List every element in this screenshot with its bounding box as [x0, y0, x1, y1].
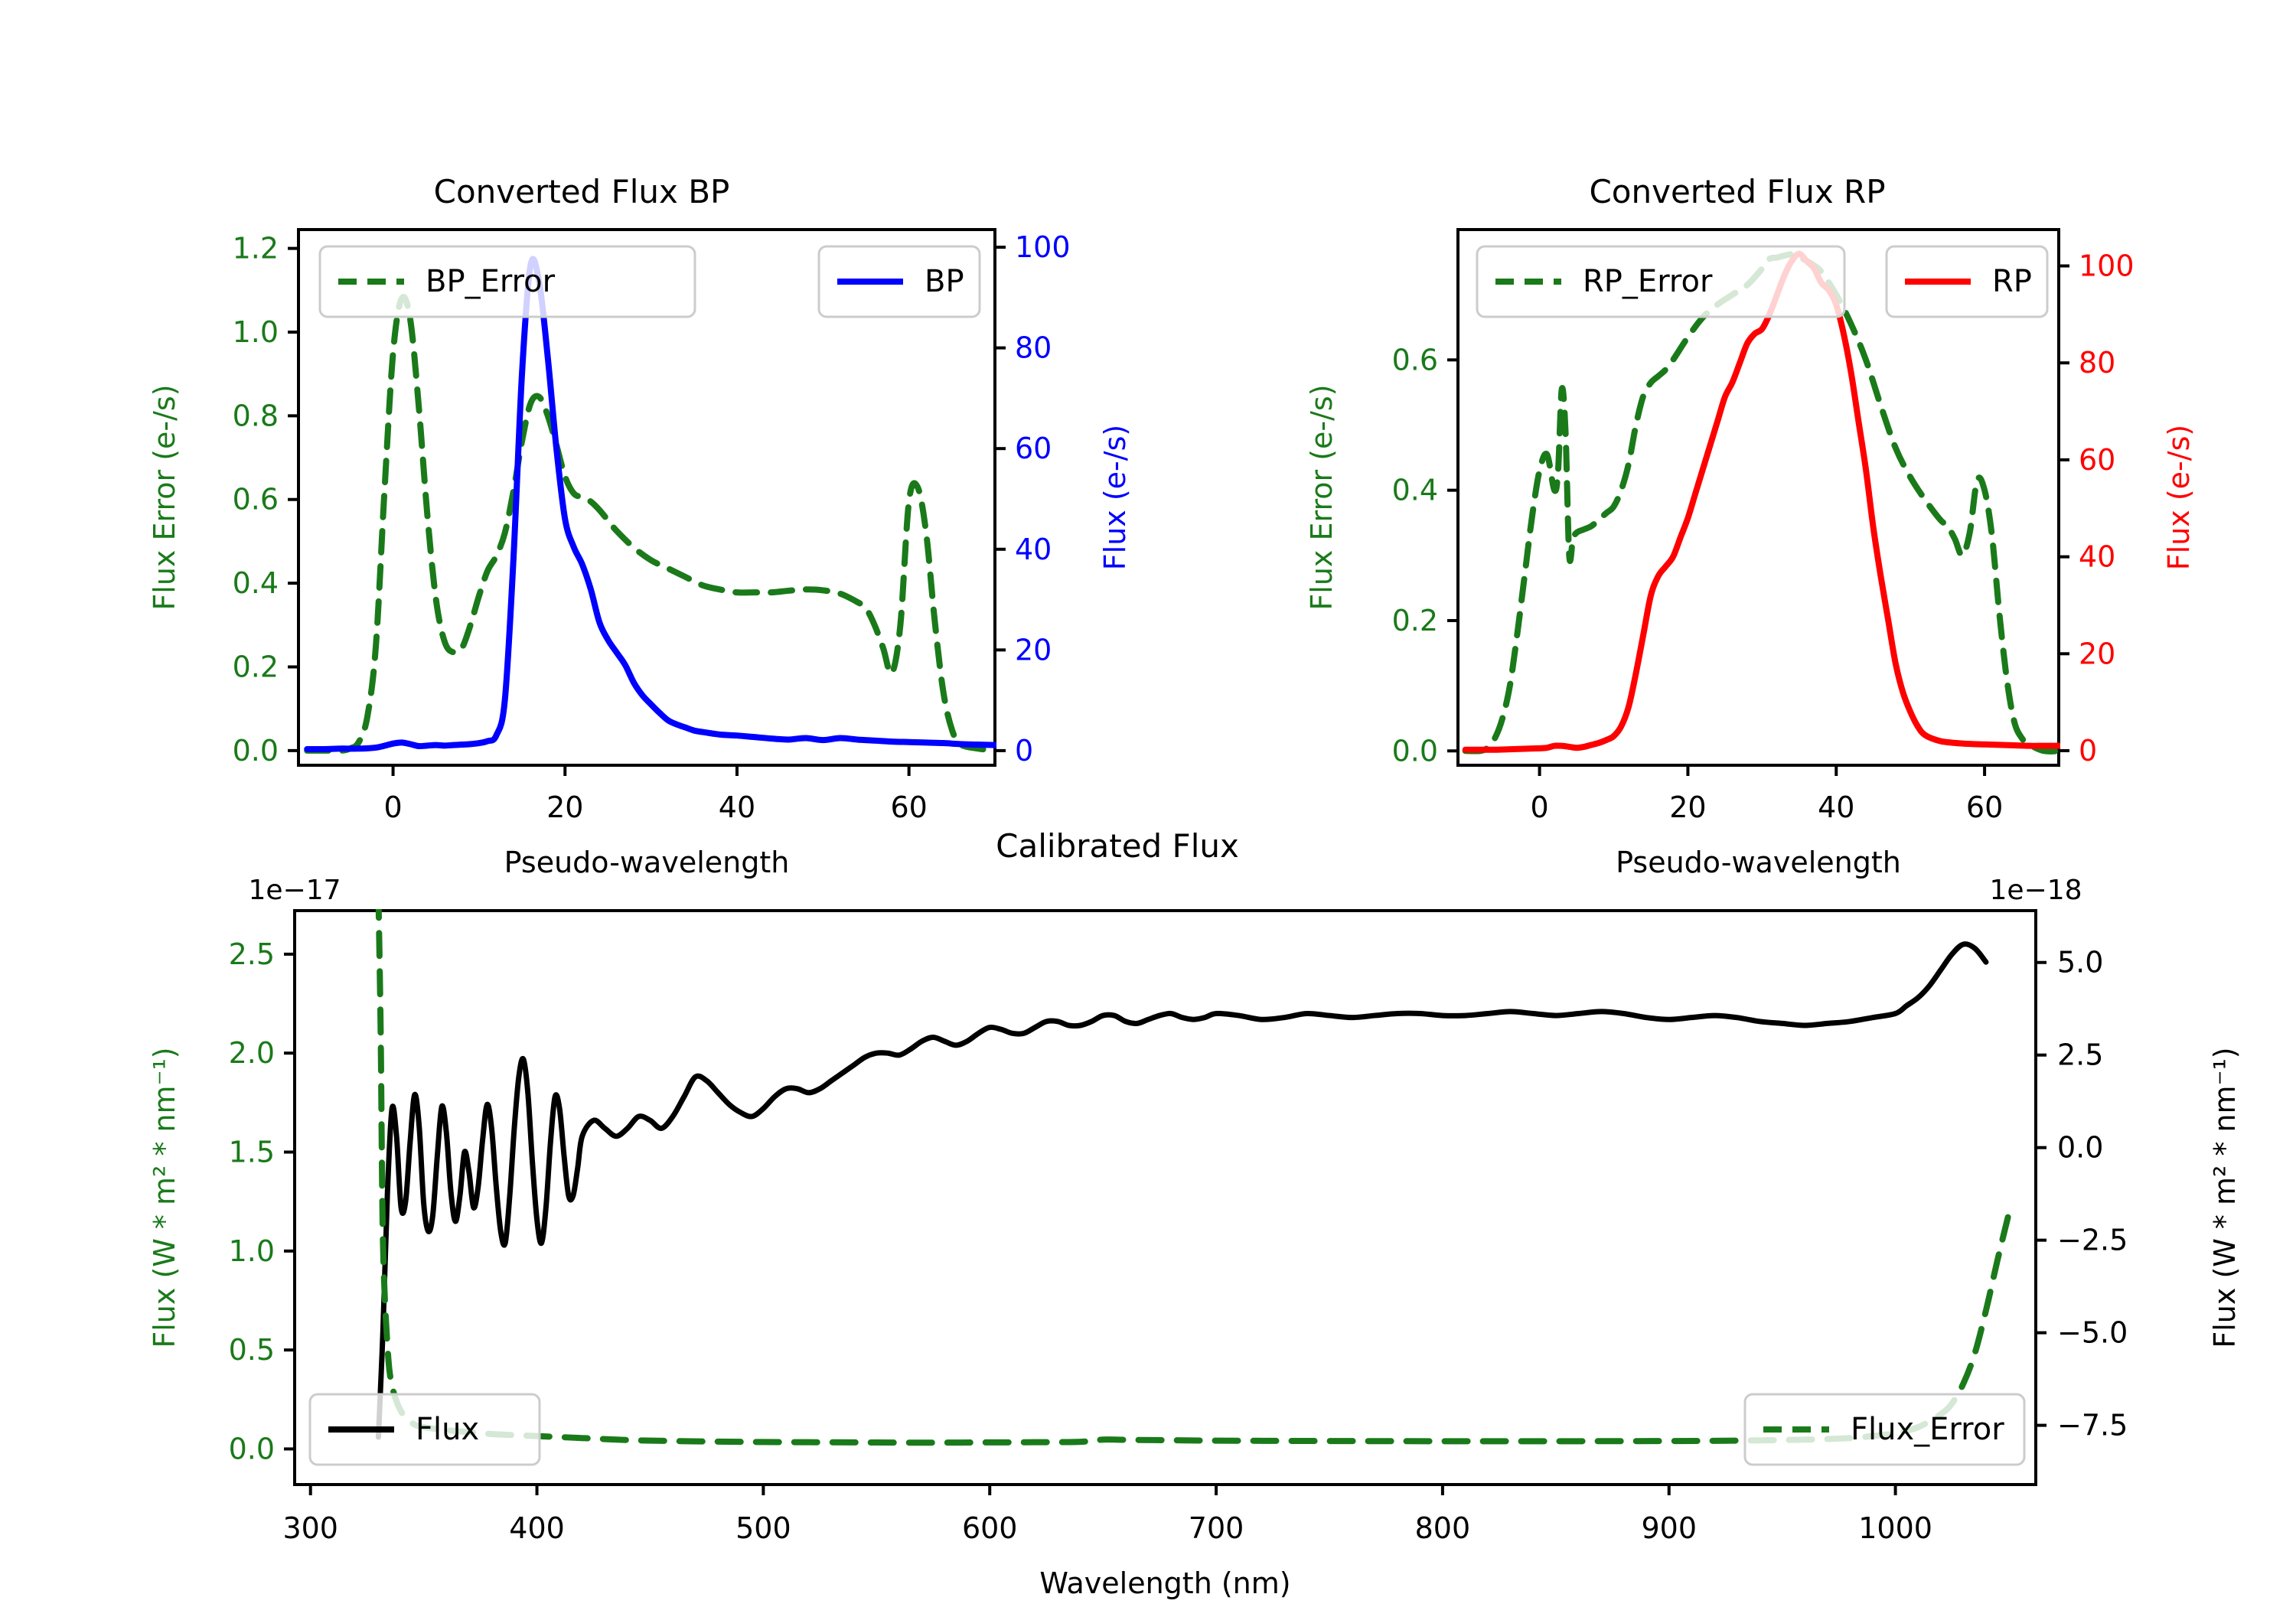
y-right-tick-label: 0: [2079, 734, 2097, 768]
y-right-tick-label: 60: [1015, 432, 1052, 465]
y-right-tick-label: 100: [2079, 249, 2135, 283]
bp-title: Converted Flux BP: [434, 173, 730, 210]
y-right-tick-label: −5.0: [2057, 1316, 2128, 1350]
series-rp_error: [1462, 251, 2060, 755]
y-right-tick-label: 60: [2079, 443, 2115, 477]
x-tick-label: 40: [719, 790, 755, 824]
x-tick-label: 60: [1966, 790, 2003, 824]
panel-converted-flux-rp: Converted Flux RP 0 20 40 60 Pseudo-waveleng…: [1171, 46, 2281, 879]
y-right-tick-label: 80: [2079, 346, 2115, 380]
legend-rp-flux[interactable]: RP: [1885, 245, 2049, 318]
y-right-tick-label: 40: [1015, 533, 1052, 566]
x-tick-label: 700: [1189, 1511, 1244, 1545]
series-bp: [304, 256, 996, 752]
x-tick-label: 0: [1531, 790, 1549, 824]
y-right-tick-label: 5.0: [2057, 946, 2103, 980]
rp-chart-svg: Converted Flux RP 0 20 40 60 Pseudo-waveleng…: [1305, 173, 2196, 879]
y-left-tick-label: 0.4: [233, 566, 279, 600]
legend-label: RP: [1992, 264, 2032, 299]
x-tick-label: 800: [1415, 1511, 1471, 1545]
x-tick-label: 20: [546, 790, 583, 824]
legend-label: Flux_Error: [1851, 1412, 2004, 1447]
legend-bp-error[interactable]: BP_Error: [318, 245, 696, 318]
y-right-axis-label: Flux (e-/s): [2162, 425, 2196, 570]
x-axis-label: Pseudo-wavelength: [504, 846, 790, 879]
x-tick-label: 400: [509, 1511, 565, 1545]
y-left-tick-label: 0.2: [1392, 604, 1438, 637]
calibrated-chart-svg: Calibrated Flux 1e−17 1e−18 300 400 500 600…: [148, 827, 2242, 1600]
x-tick-label: 60: [890, 790, 927, 824]
y-left-tick-label: 0.8: [233, 399, 279, 432]
left-offset-label: 1e−17: [248, 875, 341, 906]
y-left-axis-label: Flux Error (e-/s): [1305, 384, 1339, 610]
y-left-tick-label: 1.2: [233, 232, 279, 266]
legend-rp-error[interactable]: RP_Error: [1476, 245, 1846, 318]
right-offset-label: 1e−18: [1989, 875, 2082, 906]
y-left-tick-label: 0.5: [229, 1333, 275, 1367]
y-left-axis-label: Flux (W * m² * nm⁻¹): [148, 1047, 181, 1348]
y-left-tick-label: 0.4: [1392, 474, 1438, 507]
y-right-tick-label: 0.0: [2057, 1131, 2103, 1165]
x-axis-label: Pseudo-wavelength: [1616, 846, 1901, 879]
x-tick-label: 20: [1669, 790, 1706, 824]
x-tick-label: 300: [282, 1511, 338, 1545]
series-bp_error: [304, 294, 996, 755]
y-right-tick-label: 20: [1015, 633, 1052, 667]
x-axis-label: Wavelength (nm): [1039, 1566, 1290, 1600]
y-left-tick-label: 1.0: [233, 315, 279, 349]
y-left-tick-label: 1.0: [229, 1234, 275, 1268]
y-left-tick-label: 0.0: [1392, 734, 1438, 768]
y-right-tick-label: 40: [2079, 540, 2115, 574]
y-right-tick-label: 100: [1015, 230, 1071, 264]
legend-label: BP_Error: [426, 264, 556, 299]
y-right-tick-label: 20: [2079, 637, 2115, 670]
y-left-tick-label: 0.0: [233, 734, 279, 768]
x-tick-label: 1000: [1858, 1511, 1932, 1545]
x-tick-label: 40: [1818, 790, 1854, 824]
x-tick-label: 600: [962, 1511, 1018, 1545]
legend-calibrated-flux[interactable]: Flux: [308, 1393, 541, 1466]
y-left-tick-label: 2.5: [229, 937, 275, 971]
legend-label: Flux: [416, 1412, 479, 1447]
bp-chart-svg: Converted Flux BP 0 20 40 60 Pseudo-waveleng…: [148, 173, 1132, 879]
y-left-tick-label: 0.0: [229, 1432, 275, 1465]
y-right-tick-label: 80: [1015, 331, 1052, 365]
y-left-tick-label: 2.0: [229, 1036, 275, 1070]
y-right-axis-label: Flux (e-/s): [1098, 425, 1132, 570]
x-tick-label: 900: [1641, 1511, 1697, 1545]
rp-title: Converted Flux RP: [1589, 173, 1885, 210]
y-right-tick-label: 2.5: [2057, 1038, 2103, 1072]
y-left-tick-label: 0.6: [233, 483, 279, 517]
series-flux-error: [375, 909, 2012, 1446]
legend-label: BP: [925, 264, 964, 299]
x-tick-label: 0: [383, 790, 402, 824]
y-right-tick-label: 0: [1015, 734, 1033, 768]
y-left-tick-label: 1.5: [229, 1136, 275, 1169]
calibrated-title: Calibrated Flux: [996, 827, 1239, 865]
legend-bp-flux[interactable]: BP: [817, 245, 981, 318]
y-right-tick-label: −2.5: [2057, 1224, 2128, 1257]
y-right-axis-label: Flux (W * m² * nm⁻¹): [2208, 1047, 2242, 1348]
x-tick-label: 500: [735, 1511, 791, 1545]
series-rp: [1462, 250, 2060, 753]
panel-calibrated-flux: Calibrated Flux 1e−17 1e−18 300 400 500 600…: [0, 826, 2296, 1607]
legend-label: RP_Error: [1583, 264, 1713, 299]
y-left-tick-label: 0.6: [1392, 343, 1438, 376]
legend-calibrated-flux-error[interactable]: Flux_Error: [1743, 1393, 2026, 1466]
y-right-tick-label: −7.5: [2057, 1409, 2128, 1442]
y-left-tick-label: 0.2: [233, 650, 279, 683]
series-flux: [375, 941, 1989, 1440]
y-left-axis-label: Flux Error (e-/s): [148, 384, 181, 610]
panel-converted-flux-bp: Converted Flux BP 0 20 40 60 Pseudo-waveleng…: [0, 46, 1132, 879]
